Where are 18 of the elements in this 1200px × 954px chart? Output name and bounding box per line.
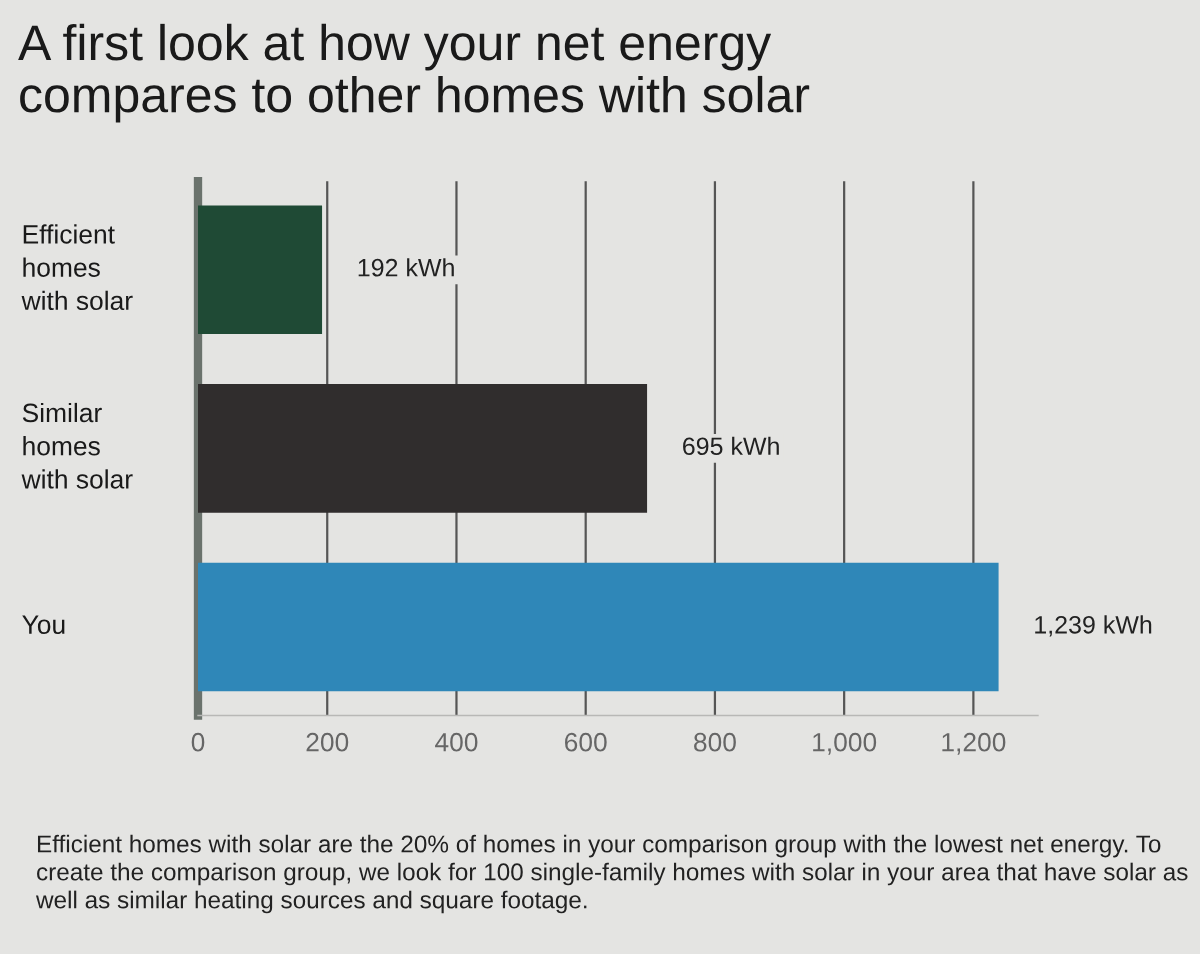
- y-tick-label: Efficient homes with solar: [21, 224, 133, 311]
- x-tick-label: 800: [694, 732, 736, 752]
- x-tick-label: 1,200: [942, 732, 1006, 755]
- x-tick-label: 200: [306, 732, 349, 752]
- x-tick-label: 1,000: [813, 732, 877, 755]
- x-tick-label: 600: [565, 732, 607, 752]
- x-tick-label: 400: [435, 732, 478, 752]
- data-label: 1,239 kWh: [1035, 615, 1152, 637]
- bar: [198, 384, 648, 513]
- y-tick-label: Similar homes with solar: [21, 402, 133, 489]
- data-label: 192 kWh: [358, 258, 454, 277]
- x-tick-label: 0: [191, 732, 205, 752]
- bar: [198, 205, 323, 335]
- data-label: 695 kWh: [683, 436, 779, 456]
- y-tick-label: You: [22, 615, 65, 635]
- chart-title: A first look at how your net energy compares to other homes with solar: [18, 23, 810, 123]
- text: Efficient homes with solar are the 20% of homes in your comparison group with the lowest net energy. To create the comparison group, we look for 100 single-family homes with solar in your area that have solar as well as similar heating sources and square footage.: [35, 834, 1188, 914]
- bar: [198, 562, 999, 692]
